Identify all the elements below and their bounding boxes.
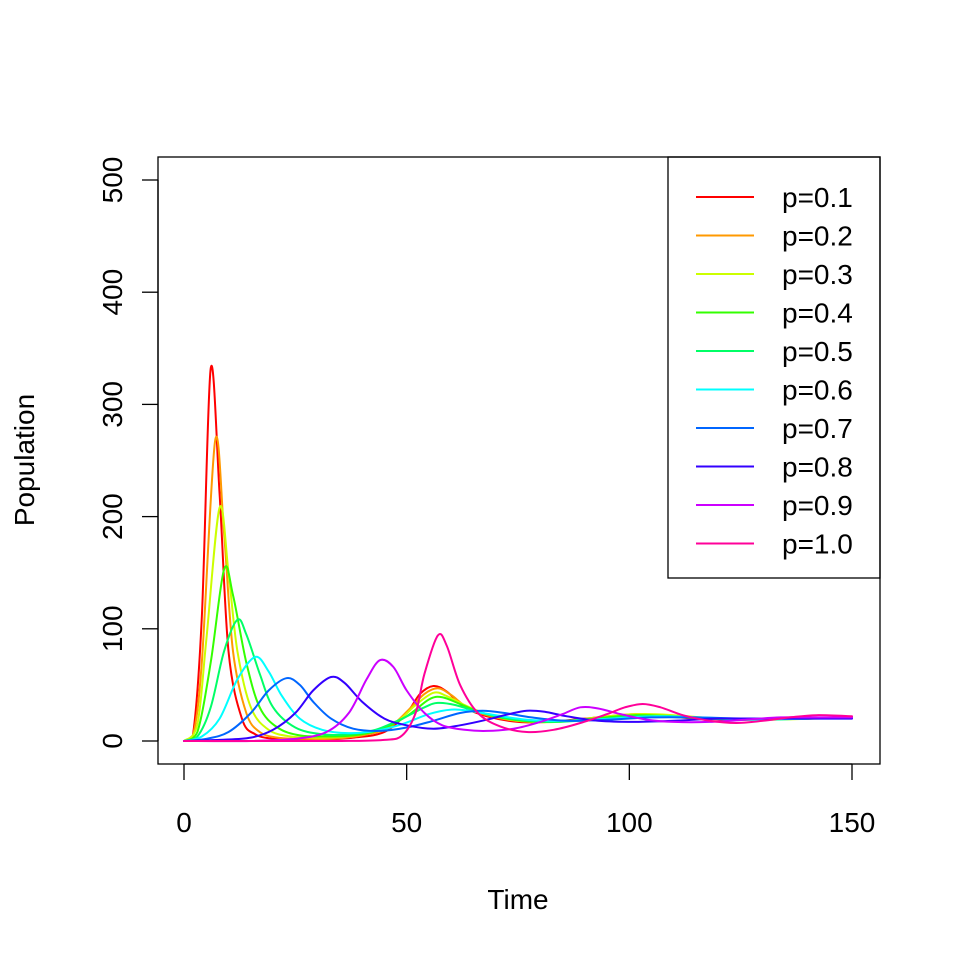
series-line-p=0.9 <box>183 658 853 743</box>
y-tick-label: 0 <box>97 733 128 749</box>
x-axis-label: Time <box>487 884 548 915</box>
y-tick-label: 500 <box>97 157 128 204</box>
legend-label: p=1.0 <box>782 529 853 560</box>
series-line-p=0.7 <box>183 677 853 742</box>
legend-label: p=0.7 <box>782 413 853 444</box>
x-tick-label: 0 <box>176 807 192 838</box>
x-tick-label: 100 <box>606 807 653 838</box>
y-tick-label: 200 <box>97 493 128 540</box>
legend-box <box>667 156 881 579</box>
y-tick-label: 100 <box>97 605 128 652</box>
x-axis: 0 50 100 150 <box>176 763 876 838</box>
legend-label: p=0.8 <box>782 452 853 483</box>
series-line-p=0.8 <box>183 675 853 742</box>
series-layer <box>183 364 853 743</box>
legend: p=0.1 p=0.2 p=0.3 p=0.4 p=0.5 p=0.6 p=0.7 p=0.8… <box>667 156 881 579</box>
y-tick-label: 300 <box>97 381 128 428</box>
y-axis: 0 100 200 300 400 500 <box>97 157 159 749</box>
legend-label: p=0.3 <box>782 259 853 290</box>
legend-label: p=0.2 <box>782 221 853 252</box>
legend-label: p=0.5 <box>782 336 853 367</box>
x-tick-label: 150 <box>829 807 876 838</box>
legend-label: p=0.9 <box>782 490 853 521</box>
series-line-p=1.0 <box>183 632 853 743</box>
y-tick-label: 400 <box>97 269 128 316</box>
legend-label: p=0.4 <box>782 298 853 329</box>
y-axis-label: Population <box>9 394 40 526</box>
x-tick-label: 50 <box>391 807 422 838</box>
legend-label: p=0.6 <box>782 375 853 406</box>
legend-label: p=0.1 <box>782 182 853 213</box>
series-line-p=0.6 <box>183 655 853 742</box>
